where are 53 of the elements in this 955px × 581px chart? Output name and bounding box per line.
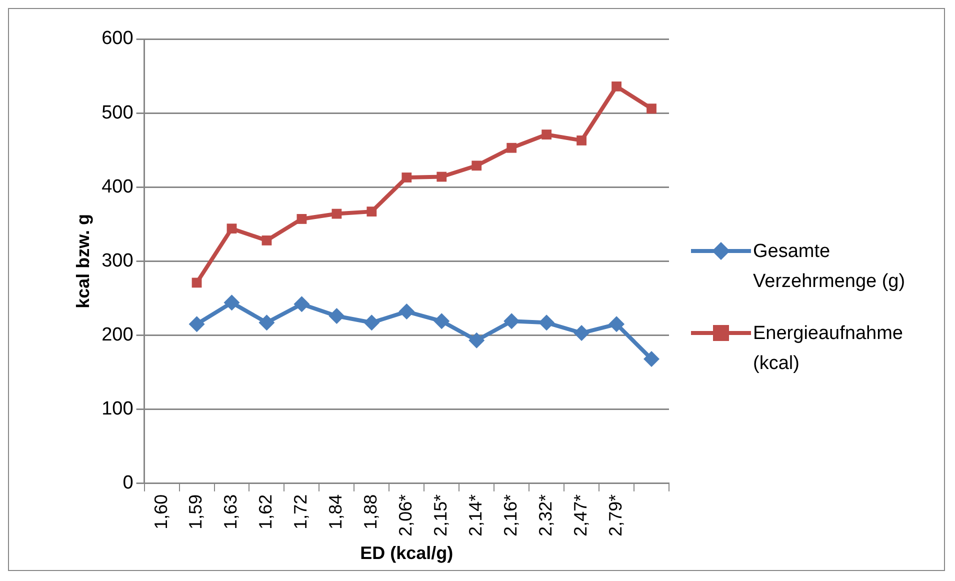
point [468,332,485,348]
x-tick-label: 2,47* [570,494,591,536]
point [226,224,237,234]
legend-label: Energieaufnahme (kcal) [753,322,904,376]
point [538,314,555,331]
point [294,296,310,312]
y-tick-label: 0 [122,472,134,494]
point [504,313,520,330]
y-tick-label: 600 [102,28,134,50]
y-tick-label: 200 [102,324,134,346]
point [402,172,412,182]
point [296,214,307,224]
y-axis-title: kcal bzw. g [72,214,93,308]
x-axis-title: ED (kcal/g) [360,543,454,564]
point [542,130,552,140]
point [366,206,377,217]
point [436,172,447,182]
point [612,81,622,92]
x-tick-label: 1,60 [150,494,171,530]
x-tick-label: 1,63 [220,494,241,530]
point [188,316,205,332]
point [506,142,517,153]
y-tick-label: 300 [102,250,134,272]
x-tick-label: 1,59 [186,494,206,530]
point [608,316,625,332]
point [398,304,415,320]
legend-label: Gesamte Verzehrmenge (g) [753,240,906,294]
point [646,104,656,114]
x-tick-label: 1,84 [326,494,346,530]
x-tick-label: 2,32* [536,494,556,536]
y-tick-label: 100 [102,398,134,420]
point [328,308,345,324]
y-tick-label: 400 [102,176,134,198]
point [258,314,275,331]
point [364,314,380,331]
point [472,160,482,171]
point [434,313,450,330]
point [224,294,240,311]
x-tick-label: 1,72 [290,494,311,530]
x-tick-label: 1,62 [256,494,276,530]
x-tick-label: 2,14* [466,494,486,536]
x-tick-label: 2,79* [606,494,626,536]
x-tick-label: 2,06* [396,494,416,536]
point [574,325,590,342]
y-tick-label: 500 [102,102,134,124]
point [262,235,272,246]
x-tick-label: 2,16* [500,494,521,536]
point [192,278,202,288]
x-tick-label: 1,88 [360,494,381,530]
point [644,350,660,367]
point [576,136,586,146]
point [332,208,342,219]
x-tick-label: 2,15* [430,494,451,536]
